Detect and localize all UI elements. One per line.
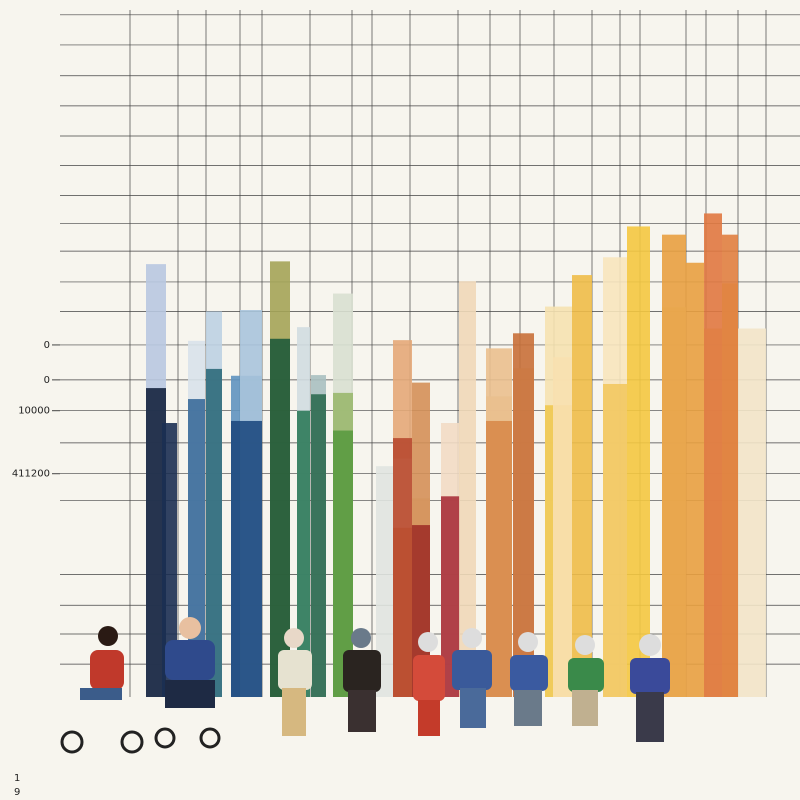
bar bbox=[297, 410, 310, 697]
person bbox=[154, 617, 221, 749]
bar bbox=[722, 234, 738, 697]
person bbox=[60, 626, 144, 754]
bar bbox=[231, 420, 262, 697]
bar bbox=[603, 383, 627, 697]
people bbox=[60, 617, 670, 754]
bars bbox=[146, 213, 766, 697]
bar bbox=[662, 234, 686, 697]
note: 1 bbox=[14, 773, 20, 784]
y-tick-label: 0 bbox=[44, 375, 50, 386]
person bbox=[452, 628, 492, 728]
bar bbox=[572, 275, 592, 697]
bar bbox=[686, 262, 704, 697]
person bbox=[343, 628, 381, 732]
bar bbox=[627, 226, 650, 697]
bar bbox=[441, 496, 460, 697]
y-tick-label: 10000 bbox=[18, 406, 50, 417]
y-tick-label: 0 bbox=[44, 340, 50, 351]
bar bbox=[270, 338, 290, 697]
bar bbox=[513, 333, 534, 697]
bar bbox=[459, 281, 476, 697]
note: 9 bbox=[14, 787, 20, 798]
bar bbox=[738, 328, 766, 697]
person bbox=[278, 628, 312, 736]
bar bbox=[704, 213, 722, 697]
bar bbox=[553, 357, 572, 697]
person bbox=[630, 634, 670, 742]
bar bbox=[311, 394, 326, 697]
bar bbox=[393, 438, 412, 697]
person bbox=[510, 632, 548, 726]
bar bbox=[376, 466, 393, 697]
bar bbox=[412, 525, 430, 697]
bar bbox=[333, 430, 353, 697]
bar bbox=[486, 420, 512, 697]
bar bbox=[206, 368, 222, 697]
y-tick-label: 411200 bbox=[12, 469, 50, 480]
bar bbox=[146, 388, 166, 697]
person bbox=[413, 632, 445, 736]
bar bbox=[162, 423, 177, 697]
person bbox=[568, 635, 604, 726]
